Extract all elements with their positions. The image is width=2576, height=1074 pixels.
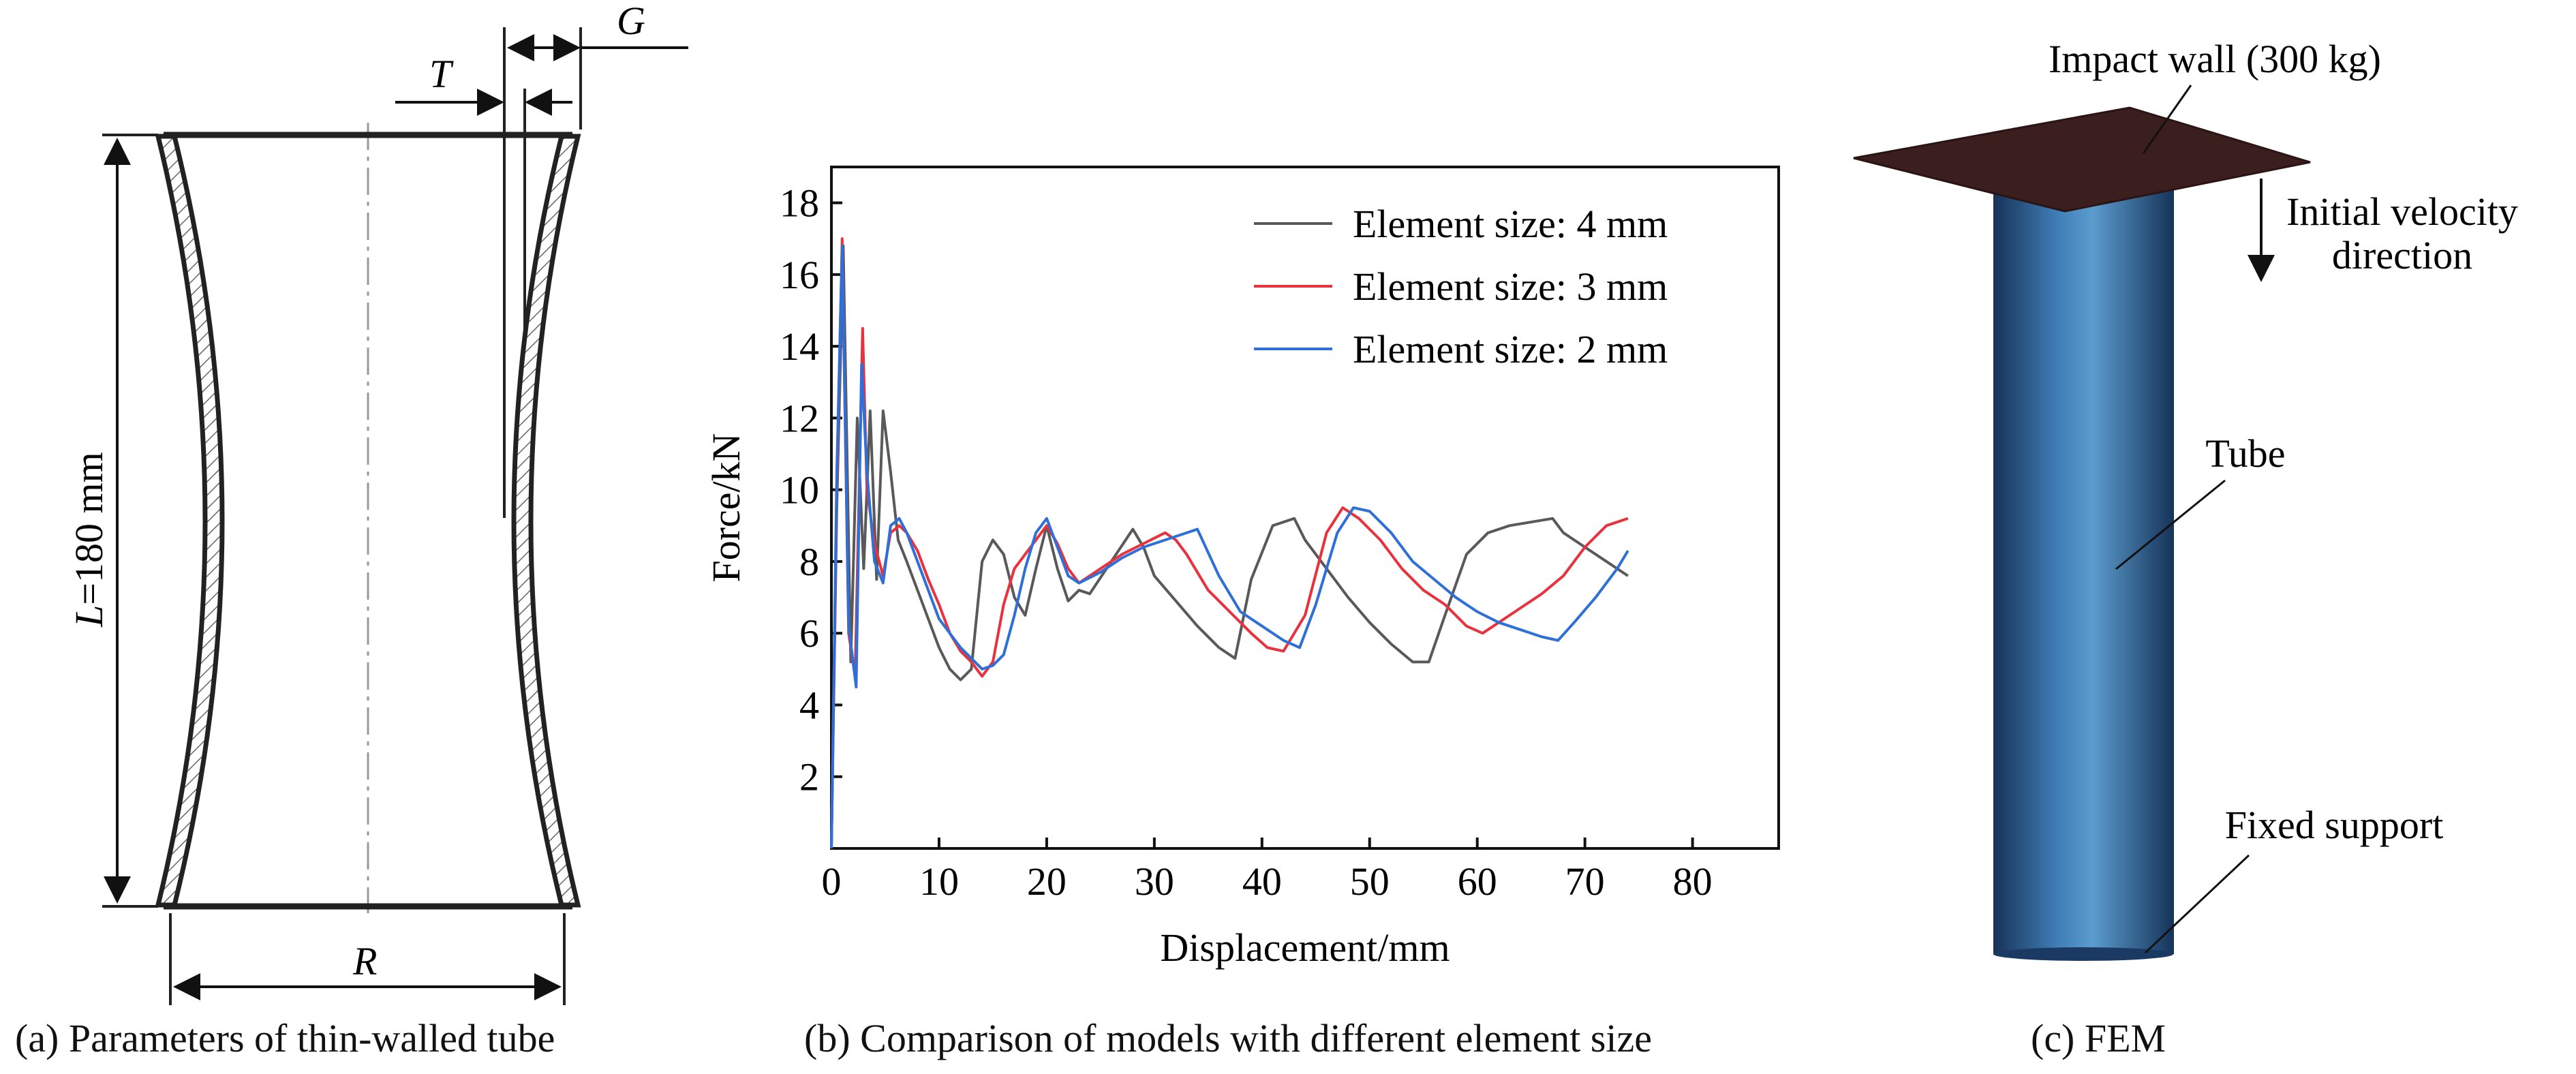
- x-tick-label: 80: [1673, 859, 1713, 904]
- axis-ticks: 0 10 20 30 40 50 60 70 80 2 4 6 8 10 12 14 16 18: [780, 181, 1713, 904]
- panel-c-fem: Impact wall (300 kg) Initial velocity di…: [1853, 37, 2518, 961]
- legend-label-0: Element size: 4 mm: [1353, 202, 1668, 246]
- impact-wall-leader: [2142, 85, 2192, 154]
- y-tick-label: 8: [799, 540, 819, 584]
- series-line-1: [830, 237, 1629, 849]
- x-tick-label: 60: [1458, 859, 1497, 904]
- y-tick-label: 18: [780, 181, 819, 226]
- series-line-2: [830, 244, 1629, 849]
- y-tick-label: 2: [799, 755, 819, 799]
- y-tick-label: 6: [799, 611, 819, 656]
- chart-series: [830, 237, 1629, 849]
- support-label: Fixed support: [2225, 803, 2444, 847]
- impact-wall-label: Impact wall (300 kg): [2049, 37, 2381, 81]
- y-axis-label: Force/kN: [704, 433, 748, 582]
- label-G: G: [617, 0, 645, 43]
- impact-wall: [1853, 106, 2311, 213]
- y-tick-label: 16: [780, 253, 819, 297]
- x-tick-label: 20: [1027, 859, 1067, 904]
- y-tick-label: 12: [780, 396, 819, 440]
- y-tick-label: 10: [780, 468, 819, 512]
- right-wall: [511, 134, 581, 908]
- panel-b-chart: 0 10 20 30 40 50 60 70 80 2 4 6 8 10 12 14 16 18 Element …: [704, 166, 1780, 970]
- label-R: R: [352, 939, 377, 983]
- panel-a-tube-diagram: T G L=180 mm R: [67, 0, 688, 1005]
- x-tick-label: 70: [1565, 859, 1605, 904]
- label-L: L=180 mm: [67, 452, 111, 628]
- support-leader: [2144, 854, 2250, 954]
- chart-legend: Element size: 4 mm Element size: 3 mm Elem…: [1254, 202, 1668, 371]
- caption-a: (a) Parameters of thin-walled tube: [15, 1016, 555, 1060]
- tube-bottom: [1993, 947, 2173, 961]
- legend-label-2: Element size: 2 mm: [1353, 327, 1668, 371]
- caption-c: (c) FEM: [2031, 1016, 2166, 1060]
- tube-label: Tube: [2205, 431, 2285, 476]
- x-tick-label: 40: [1242, 859, 1282, 904]
- caption-b: (b) Comparison of models with different …: [804, 1016, 1652, 1060]
- legend-label-1: Element size: 3 mm: [1353, 264, 1668, 309]
- y-tick-label: 4: [799, 683, 819, 727]
- velocity-label-line1: Initial velocity: [2286, 189, 2518, 234]
- left-wall: [155, 134, 225, 908]
- tube-leader: [2115, 479, 2226, 570]
- y-tick-label: 14: [780, 324, 819, 369]
- velocity-label-line2: direction: [2332, 233, 2472, 277]
- x-axis-label: Displacement/mm: [1160, 925, 1450, 970]
- x-tick-label: 30: [1135, 859, 1174, 904]
- x-tick-label: 50: [1350, 859, 1390, 904]
- x-tick-label: 0: [822, 859, 842, 904]
- label-T: T: [429, 52, 454, 96]
- series-line-0: [830, 244, 1629, 849]
- tube-body: [1993, 177, 2174, 954]
- plot-frame: [830, 166, 1780, 850]
- x-tick-label: 10: [919, 859, 959, 904]
